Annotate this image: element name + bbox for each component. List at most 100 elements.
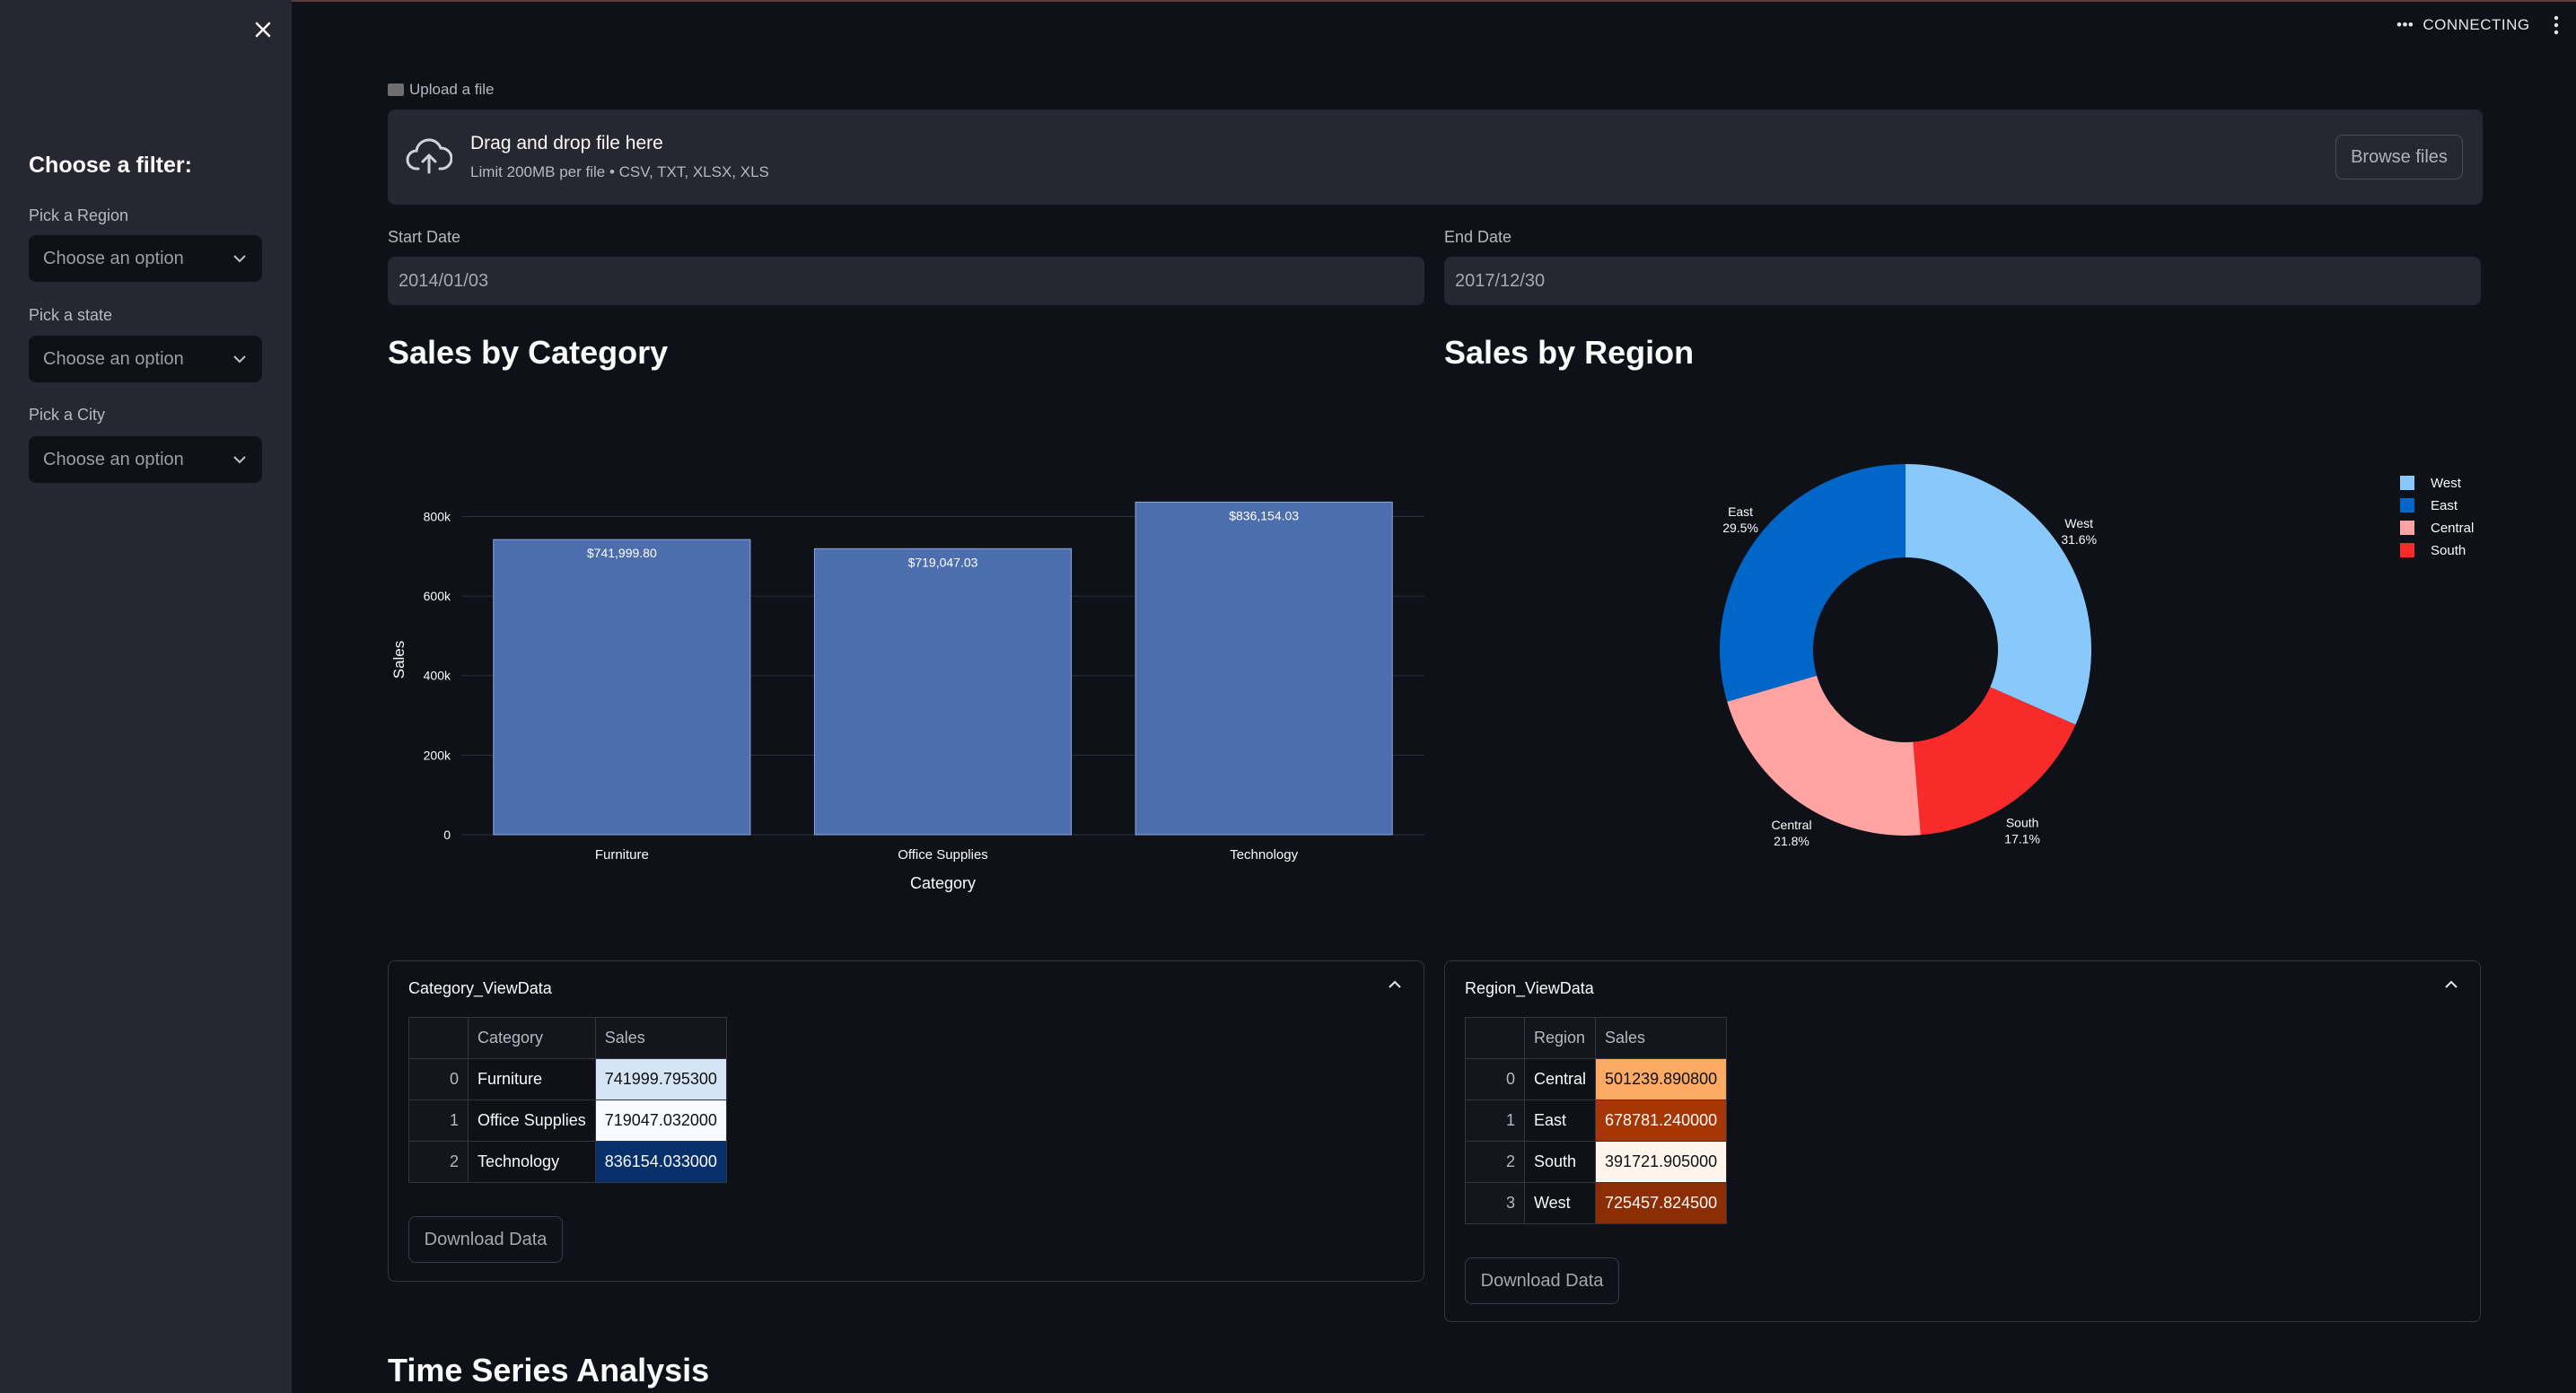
timeseries-heading: Time Series Analysis [388, 1352, 710, 1389]
sales-header: Sales [594, 1017, 727, 1059]
row-sales: 678781.240000 [1595, 1100, 1728, 1142]
region-header: Region [1523, 1017, 1597, 1059]
city-select[interactable]: Choose an option [29, 436, 262, 483]
donut-slice [1727, 675, 1921, 836]
index-header [408, 1017, 469, 1059]
table-row: 0 Central 501239.890800 [1465, 1058, 1728, 1100]
chevron-up-icon[interactable] [2443, 976, 2459, 996]
folder-icon [388, 83, 404, 96]
state-filter-label: Pick a state [29, 306, 113, 324]
x-tick-label: Furniture [595, 847, 649, 863]
bar [1135, 501, 1393, 836]
city-select-placeholder: Choose an option [43, 449, 184, 469]
category-viewdata-expander: Category_ViewData Category Sales 0 Furni… [388, 960, 1424, 1282]
legend-swatch [2400, 521, 2414, 535]
top-decoration-line [0, 0, 2576, 2]
legend-label: East [2431, 498, 2458, 513]
bar-data-label: $741,999.80 [587, 546, 657, 560]
row-category: Furniture [468, 1058, 596, 1100]
category-download-button[interactable]: Download Data [408, 1216, 563, 1263]
region-donut-chart: West 31.6% South 17.1% Central 21.8% East 29.5%… [1720, 464, 2474, 848]
legend-label: Central [2431, 521, 2474, 536]
table-row: 0 Furniture 741999.795300 [408, 1058, 727, 1100]
state-select-placeholder: Choose an option [43, 348, 184, 369]
file-dropzone[interactable]: Drag and drop file here Limit 200MB per … [388, 110, 2483, 205]
bar [813, 548, 1073, 836]
row-sales: 741999.795300 [594, 1058, 727, 1100]
row-region: East [1523, 1100, 1597, 1142]
dropzone-title: Drag and drop file here [470, 133, 663, 153]
region-expander-title[interactable]: Region_ViewData [1465, 979, 1594, 997]
row-index: 2 [1465, 1141, 1525, 1183]
legend-swatch [2400, 543, 2414, 557]
start-date-label: Start Date [388, 228, 461, 246]
row-sales: 501239.890800 [1595, 1058, 1728, 1100]
category-expander-title[interactable]: Category_ViewData [408, 979, 552, 997]
table-row: 1 East 678781.240000 [1465, 1100, 1728, 1142]
legend-swatch [2400, 498, 2414, 513]
row-index: 2 [408, 1141, 469, 1183]
region-table: Region Sales 0 Central 501239.890800 1 E… [1465, 1017, 1728, 1224]
end-date-label: End Date [1444, 228, 1512, 246]
table-header-row: Region Sales [1465, 1017, 1728, 1059]
row-sales: 719047.032000 [594, 1100, 727, 1142]
region-select[interactable]: Choose an option [29, 235, 262, 282]
row-index: 1 [1465, 1100, 1525, 1142]
sidebar-title: Choose a filter: [29, 153, 192, 178]
sales-header: Sales [1595, 1017, 1728, 1059]
category-table: Category Sales 0 Furniture 741999.795300… [408, 1017, 727, 1183]
y-tick-label: 0 [443, 828, 451, 842]
slice-label: South [2006, 816, 2039, 830]
ellipsis-icon: ••• [2396, 16, 2414, 33]
end-date-input[interactable]: 2017/12/30 [1444, 257, 2481, 305]
legend-label: West [2431, 476, 2462, 491]
city-filter-label: Pick a City [29, 406, 106, 424]
chevron-up-icon[interactable] [1387, 976, 1403, 996]
row-index: 1 [408, 1100, 469, 1142]
dropzone-limit-text: Limit 200MB per file • CSV, TXT, XLSX, X… [470, 163, 769, 180]
table-row: 3 West 725457.824500 [1465, 1182, 1728, 1224]
kebab-menu-icon [2554, 15, 2559, 35]
sidebar: Choose a filter: Pick a Region Choose an… [0, 0, 292, 1393]
row-sales: 725457.824500 [1595, 1182, 1728, 1224]
y-tick-label: 600k [424, 589, 451, 603]
legend-label: South [2431, 543, 2466, 558]
close-sidebar-button[interactable] [250, 16, 276, 43]
table-header-row: Category Sales [408, 1017, 727, 1059]
state-select[interactable]: Choose an option [29, 336, 262, 382]
x-axis-label: Category [910, 874, 976, 892]
category-chart-heading: Sales by Category [388, 334, 669, 371]
donut-slice [1913, 687, 2076, 836]
y-tick-label: 400k [424, 669, 451, 683]
region-download-button[interactable]: Download Data [1465, 1257, 1619, 1304]
category-header: Category [468, 1017, 596, 1059]
slice-percent-label: 31.6% [2061, 532, 2097, 547]
connection-status-text: CONNECTING [2423, 16, 2530, 33]
y-tick-label: 800k [424, 509, 451, 523]
chevron-down-icon [233, 255, 246, 263]
main-menu-button[interactable] [2552, 14, 2561, 40]
connection-status: ••• CONNECTING [2396, 16, 2530, 34]
region-viewdata-expander: Region_ViewData Region Sales 0 Central 5… [1444, 960, 2481, 1322]
close-icon [255, 22, 271, 38]
table-row: 2 South 391721.905000 [1465, 1141, 1728, 1183]
row-sales: 836154.033000 [594, 1141, 727, 1183]
bar [493, 539, 751, 836]
y-axis-label: Sales [390, 641, 407, 679]
row-sales: 391721.905000 [1595, 1141, 1728, 1183]
bar-data-label: $719,047.03 [908, 555, 978, 569]
row-index: 0 [408, 1058, 469, 1100]
category-bar-chart: 0 200k 400k 600k 800k $741,999.80 Furniture $71… [390, 501, 1424, 892]
row-region: Central [1523, 1058, 1597, 1100]
slice-percent-label: 29.5% [1722, 521, 1758, 535]
browse-files-button[interactable]: Browse files [2335, 135, 2463, 180]
start-date-input[interactable]: 2014/01/03 [388, 257, 1424, 305]
row-region: West [1523, 1182, 1597, 1224]
table-row: 2 Technology 836154.033000 [408, 1141, 727, 1183]
row-index: 3 [1465, 1182, 1525, 1224]
donut-slice [1906, 464, 2091, 725]
legend-swatch [2400, 476, 2414, 490]
bar-data-label: $836,154.03 [1229, 508, 1299, 522]
donut-slice [1720, 464, 1906, 702]
index-header [1465, 1017, 1525, 1059]
